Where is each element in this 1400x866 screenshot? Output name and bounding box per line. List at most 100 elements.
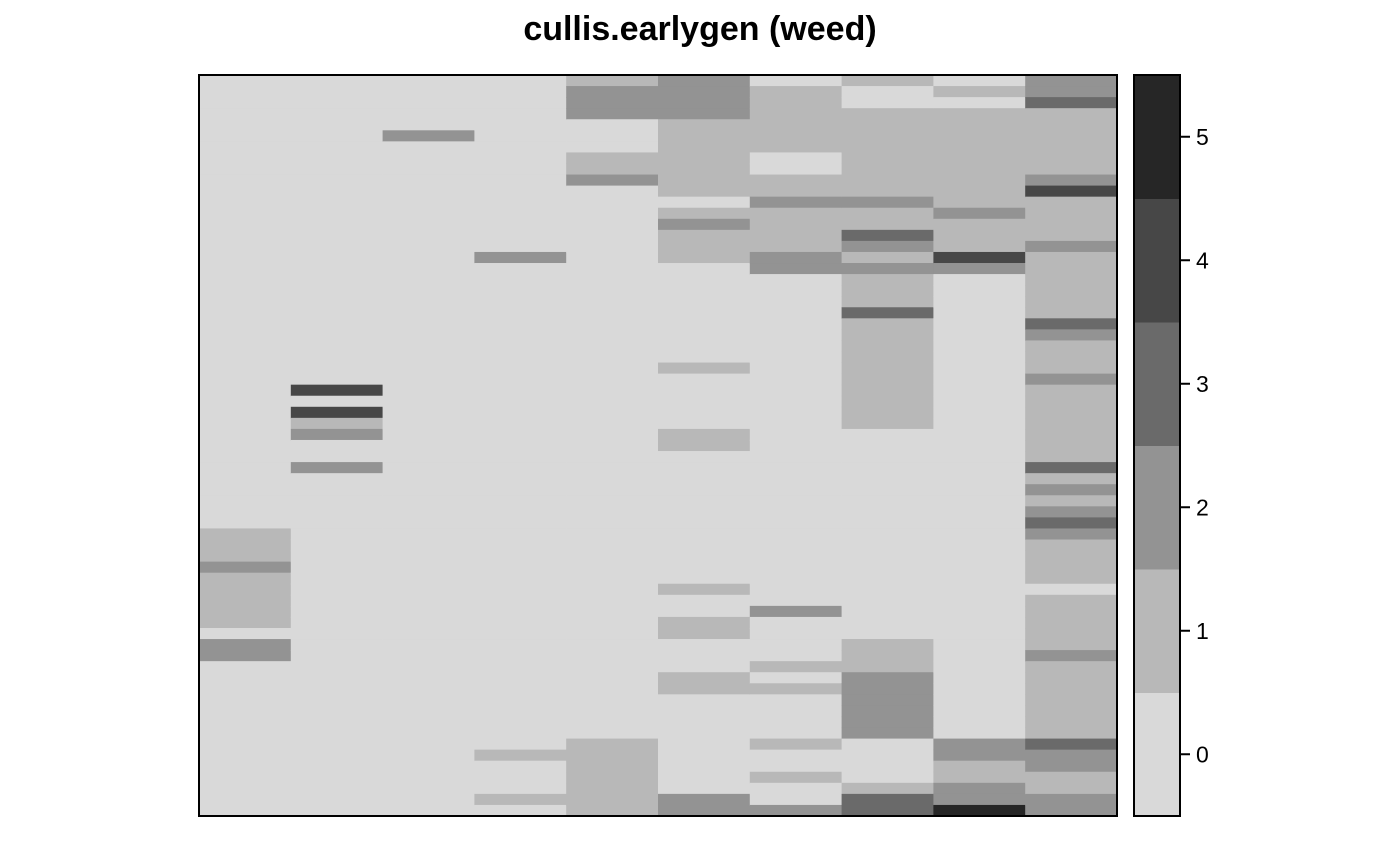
heatmap-cell <box>749 605 843 618</box>
heatmap-cell <box>566 329 659 342</box>
heatmap-cell <box>566 263 659 275</box>
heatmap-cell <box>841 406 934 419</box>
heatmap-cell <box>933 683 1026 695</box>
heatmap-cell <box>290 395 384 408</box>
heatmap-cell <box>566 395 659 408</box>
heatmap-cell <box>382 605 475 618</box>
heatmap-cell <box>841 373 934 386</box>
heatmap-cell <box>382 108 475 120</box>
heatmap-cell <box>290 528 384 541</box>
heatmap-cell <box>658 650 751 662</box>
heatmap-cell <box>841 738 934 751</box>
heatmap-cell <box>566 738 659 751</box>
heatmap-cell <box>749 705 843 718</box>
heatmap-cell <box>933 506 1026 518</box>
heatmap-cell <box>658 716 751 729</box>
heatmap-cell <box>933 274 1026 286</box>
heatmap-cell <box>841 428 934 441</box>
heatmap-cell <box>474 207 567 220</box>
heatmap-cell <box>474 495 567 507</box>
heatmap-cell <box>658 285 751 297</box>
heatmap-cell <box>382 373 475 386</box>
heatmap-cell <box>1025 572 1118 585</box>
heatmap-cell <box>199 683 292 695</box>
heatmap-cell <box>566 650 659 662</box>
heatmap-cell <box>566 627 659 640</box>
heatmap-cell <box>474 627 567 640</box>
heatmap-cell <box>290 539 384 552</box>
heatmap-cell <box>841 185 934 198</box>
heatmap-cell <box>290 583 384 596</box>
heatmap-cell <box>933 318 1026 330</box>
heatmap-cell <box>382 263 475 275</box>
heatmap-cell <box>382 738 475 751</box>
heatmap-cell <box>474 240 567 253</box>
heatmap-cell <box>658 108 751 120</box>
heatmap-cell <box>290 97 384 109</box>
heatmap-cell <box>933 661 1026 673</box>
heatmap-cell <box>474 782 567 795</box>
heatmap-cell <box>290 274 384 286</box>
heatmap-cell <box>933 749 1026 762</box>
heatmap-cell <box>749 550 843 563</box>
heatmap-cell <box>933 97 1026 109</box>
heatmap-cell <box>749 473 843 485</box>
heatmap-cell <box>566 605 659 618</box>
heatmap-cell <box>290 174 384 187</box>
heatmap-cell <box>382 174 475 187</box>
heatmap-cell <box>749 428 843 441</box>
heatmap-cell <box>382 528 475 541</box>
heatmap-cell <box>658 572 751 585</box>
heatmap-cell <box>1025 406 1118 419</box>
heatmap-cell <box>1025 539 1118 552</box>
heatmap-cell <box>474 185 567 198</box>
heatmap-cell <box>566 274 659 286</box>
heatmap-cell <box>382 495 475 507</box>
heatmap-cell <box>290 627 384 640</box>
heatmap-cell <box>933 185 1026 198</box>
heatmap-cell <box>658 174 751 187</box>
heatmap-cell <box>933 760 1026 773</box>
heatmap-cell <box>199 517 292 530</box>
heatmap-cell <box>199 97 292 109</box>
heatmap-cell <box>199 572 292 585</box>
heatmap-cell <box>199 793 292 806</box>
heatmap-cell <box>1025 683 1118 695</box>
heatmap-cell <box>933 462 1026 474</box>
heatmap-cell <box>199 296 292 308</box>
heatmap-cell <box>933 351 1026 364</box>
heatmap-cell <box>290 793 384 806</box>
heatmap-cell <box>841 683 934 695</box>
heatmap-cell <box>382 672 475 684</box>
heatmap-cell <box>658 506 751 518</box>
heatmap-cell <box>749 760 843 773</box>
heatmap-cell <box>382 539 475 552</box>
heatmap-cell <box>841 561 934 574</box>
heatmap-cell <box>658 351 751 364</box>
heatmap-cell <box>566 119 659 131</box>
heatmap-cell <box>658 594 751 607</box>
heatmap-cell <box>749 163 843 176</box>
heatmap-cell <box>382 417 475 430</box>
heatmap-cell <box>382 627 475 640</box>
heatmap-cell <box>199 307 292 319</box>
heatmap-cell <box>658 263 751 275</box>
heatmap-cell <box>199 694 292 706</box>
heatmap-cell <box>841 572 934 585</box>
heatmap-cell <box>658 218 751 231</box>
heatmap-cell <box>474 318 567 330</box>
heatmap-cell <box>658 240 751 253</box>
heatmap-cell <box>1025 384 1118 397</box>
heatmap-cell <box>382 185 475 198</box>
heatmap-cell <box>749 395 843 408</box>
heatmap-cell <box>382 473 475 485</box>
heatmap-cell <box>1025 583 1118 596</box>
heatmap-cell <box>1025 694 1118 706</box>
heatmap-cell <box>199 583 292 596</box>
heatmap-cell <box>841 727 934 740</box>
heatmap-cell <box>566 318 659 330</box>
heatmap-cell <box>933 251 1026 264</box>
heatmap-cell <box>199 274 292 286</box>
heatmap-cell <box>199 130 292 142</box>
heatmap-cell <box>1025 605 1118 618</box>
